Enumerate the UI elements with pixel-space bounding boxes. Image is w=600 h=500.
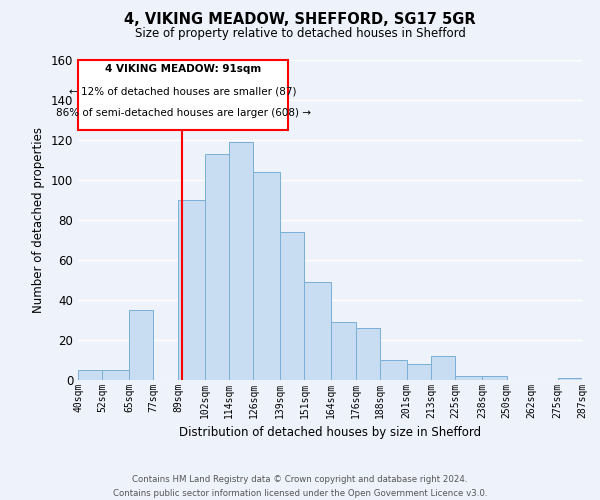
Text: Contains HM Land Registry data © Crown copyright and database right 2024.
Contai: Contains HM Land Registry data © Crown c… xyxy=(113,476,487,498)
Bar xyxy=(331,322,356,380)
Bar xyxy=(178,200,205,380)
Bar xyxy=(431,356,455,380)
Bar xyxy=(304,282,331,380)
Bar xyxy=(557,378,582,380)
Bar xyxy=(280,232,304,380)
Bar xyxy=(229,142,253,380)
Text: 86% of semi-detached houses are larger (608) →: 86% of semi-detached houses are larger (… xyxy=(56,108,311,118)
Bar xyxy=(78,370,103,380)
Y-axis label: Number of detached properties: Number of detached properties xyxy=(32,127,45,313)
Bar xyxy=(407,364,431,380)
Bar xyxy=(455,376,482,380)
Text: ← 12% of detached houses are smaller (87): ← 12% of detached houses are smaller (87… xyxy=(70,86,297,96)
Text: Size of property relative to detached houses in Shefford: Size of property relative to detached ho… xyxy=(134,28,466,40)
Text: 4 VIKING MEADOW: 91sqm: 4 VIKING MEADOW: 91sqm xyxy=(105,64,261,74)
Bar xyxy=(103,370,129,380)
Bar xyxy=(253,172,280,380)
Bar xyxy=(129,310,154,380)
Text: 4, VIKING MEADOW, SHEFFORD, SG17 5GR: 4, VIKING MEADOW, SHEFFORD, SG17 5GR xyxy=(124,12,476,28)
Bar xyxy=(380,360,407,380)
X-axis label: Distribution of detached houses by size in Shefford: Distribution of detached houses by size … xyxy=(179,426,481,440)
Bar xyxy=(205,154,229,380)
Bar xyxy=(482,376,506,380)
Bar xyxy=(78,60,288,130)
Bar xyxy=(356,328,380,380)
